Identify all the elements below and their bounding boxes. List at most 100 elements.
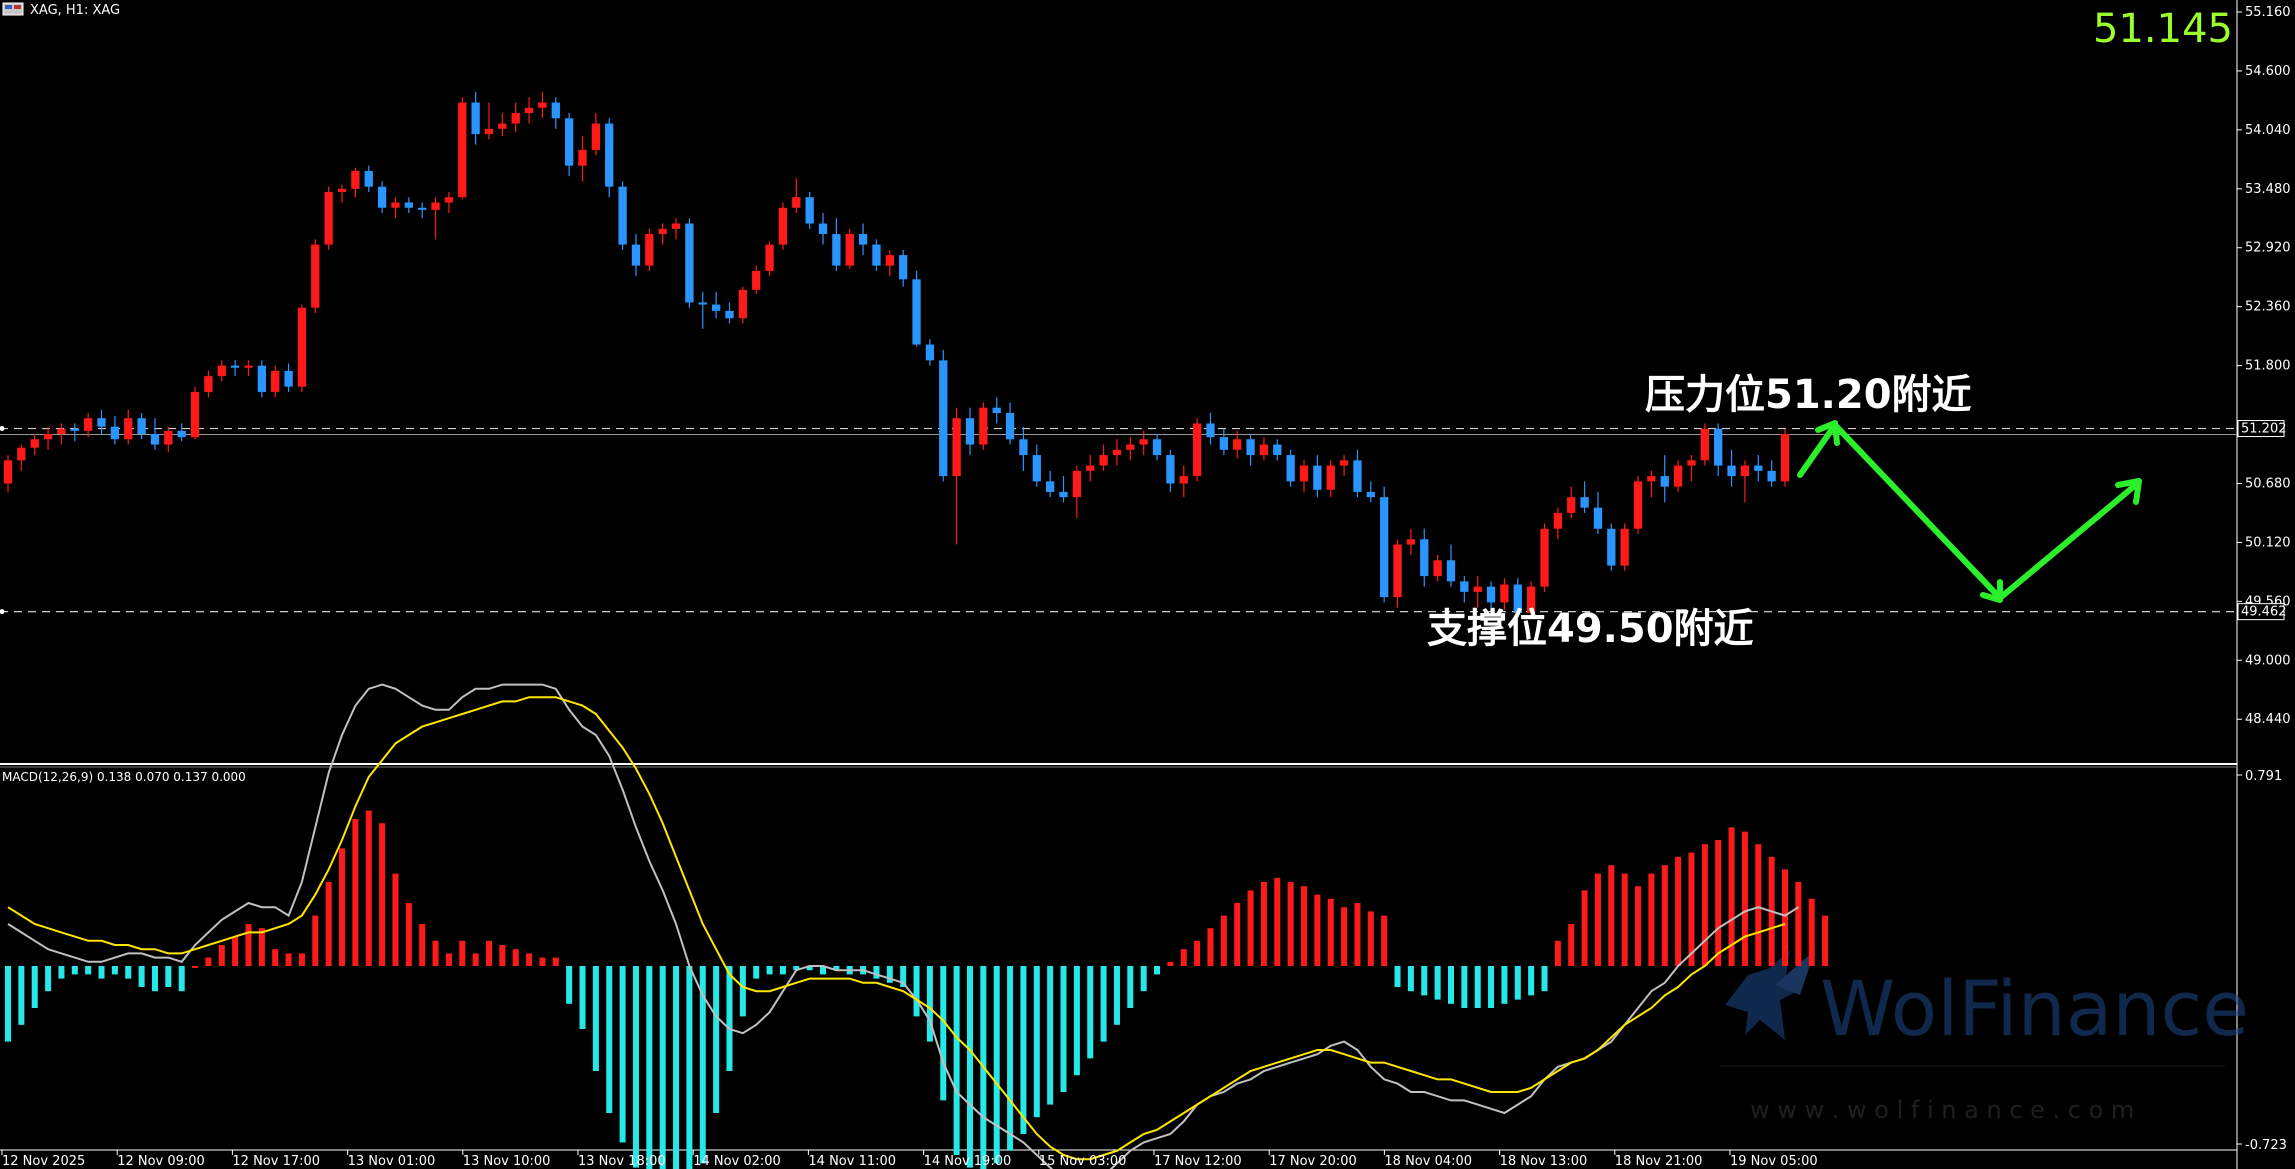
candle-body <box>832 234 841 266</box>
time-tick-label: 17 Nov 20:00 <box>1269 1154 1357 1169</box>
chart-title: XAG, H1: XAG <box>30 3 120 18</box>
candle-body <box>1339 460 1349 466</box>
macd-histogram <box>4 810 1829 1169</box>
candle-body <box>1754 465 1763 471</box>
macd-histogram-bar <box>940 966 947 1101</box>
candle-body <box>1126 444 1135 450</box>
candle-body <box>845 234 854 266</box>
candle-body <box>1059 491 1068 498</box>
candle-body <box>1540 528 1549 587</box>
macd-histogram-bar <box>1755 844 1762 966</box>
macd-histogram-bar <box>1581 890 1588 966</box>
price-tick-label: 49.000 <box>2245 653 2291 668</box>
macd-lines <box>7 683 1799 1169</box>
macd-histogram-bar <box>1167 961 1174 966</box>
candle-body <box>805 197 814 224</box>
candle-body <box>965 418 975 445</box>
macd-histogram-bar <box>713 966 720 1113</box>
candle-body <box>1099 455 1108 466</box>
macd-histogram-bar <box>1421 966 1428 996</box>
candle-body <box>939 360 948 477</box>
candle-body <box>1019 439 1028 456</box>
time-axis: 12 Nov 2025 12 Nov 09:00 12 Nov 17:00 13 No… <box>1 1150 1818 1169</box>
candle-body <box>1259 444 1269 456</box>
candle-body <box>979 407 988 445</box>
macd-signal-line <box>7 696 1786 1161</box>
candle-body <box>752 270 761 290</box>
macd-histogram-bar <box>245 924 252 966</box>
candle-body <box>1005 412 1015 440</box>
candle-body <box>1112 449 1122 456</box>
price-tick-label: 53.480 <box>2245 182 2291 197</box>
time-tick-label: 12 Nov 17:00 <box>232 1154 320 1169</box>
resistance-price-label: 51.202 <box>2241 422 2287 437</box>
candle-body <box>551 102 560 119</box>
macd-histogram-bar <box>1033 966 1040 1118</box>
macd-histogram-bar <box>1608 865 1615 966</box>
price-tick-label: 50.680 <box>2245 476 2291 491</box>
candle-body <box>591 123 601 150</box>
macd-histogram-bar <box>1127 966 1134 1008</box>
macd-histogram-bar <box>111 966 118 975</box>
candle-body <box>1553 512 1563 529</box>
macd-histogram-bar <box>739 966 746 1017</box>
macd-histogram-bar <box>1541 966 1548 992</box>
macd-histogram-bar <box>993 966 1000 1164</box>
macd-histogram-bar <box>1635 886 1642 966</box>
candle-body <box>431 202 440 210</box>
resistance-anchor[interactable] <box>0 426 5 432</box>
candle-body <box>1032 455 1041 482</box>
candle-body <box>498 123 507 129</box>
wolf-logo-icon <box>1725 950 1815 1040</box>
candle-body <box>1687 460 1696 466</box>
macd-histogram-bar <box>1220 915 1227 966</box>
candle-body <box>377 186 387 208</box>
macd-histogram-bar <box>1381 915 1388 966</box>
macd-histogram-bar <box>1194 940 1201 966</box>
macd-histogram-bar <box>1274 877 1281 966</box>
macd-histogram-bar <box>1087 966 1094 1059</box>
candle-body <box>698 302 707 305</box>
support-anchor[interactable] <box>0 609 5 615</box>
macd-histogram-bar <box>272 949 279 966</box>
candle-body <box>1673 465 1683 487</box>
macd-histogram-bar <box>1808 898 1815 966</box>
macd-histogram-bar <box>98 966 105 979</box>
macd-histogram-bar <box>125 966 132 979</box>
candle-body <box>124 418 133 440</box>
price-tick-label: 54.040 <box>2245 123 2291 138</box>
macd-histogram-bar <box>1234 903 1241 966</box>
candle-body <box>404 202 413 208</box>
candle-body <box>1767 470 1776 482</box>
macd-histogram-bar <box>218 945 225 966</box>
macd-histogram-bar <box>85 966 92 975</box>
candle-body <box>1527 586 1536 613</box>
price-tick-label: 52.360 <box>2245 300 2291 315</box>
macd-histogram-bar <box>205 957 212 966</box>
macd-histogram-bar <box>659 966 666 1169</box>
macd-histogram-bar <box>1354 903 1361 966</box>
candle-body <box>1446 560 1456 582</box>
candle-body <box>1166 455 1175 484</box>
candle-body <box>738 289 747 319</box>
macd-histogram-bar <box>1648 873 1655 966</box>
time-tick-label: 14 Nov 02:00 <box>693 1154 781 1169</box>
macd-indicator-label: MACD(12,26,9) 0.138 0.070 0.137 0.000 <box>2 770 246 784</box>
candle-body <box>471 102 480 135</box>
macd-histogram-bar <box>1461 966 1468 1008</box>
macd-histogram-bar <box>726 966 733 1071</box>
macd-histogram-bar <box>325 882 332 966</box>
macd-histogram-bar <box>1394 966 1401 987</box>
macd-histogram-bar <box>31 966 38 1008</box>
candle-body <box>1086 465 1095 471</box>
candle-body <box>1714 428 1723 466</box>
macd-histogram-bar <box>1007 966 1014 1151</box>
macd-histogram-bar <box>966 966 973 1168</box>
macd-histogram-bar <box>365 810 372 966</box>
candle-body <box>1567 497 1576 513</box>
up-arrow-1 <box>1797 422 2003 601</box>
candle-body <box>899 255 908 280</box>
time-tick-label: 14 Nov 11:00 <box>808 1154 896 1169</box>
macd-tick-label: -0.723 <box>2245 1138 2287 1153</box>
macd-histogram-bar <box>138 966 145 987</box>
